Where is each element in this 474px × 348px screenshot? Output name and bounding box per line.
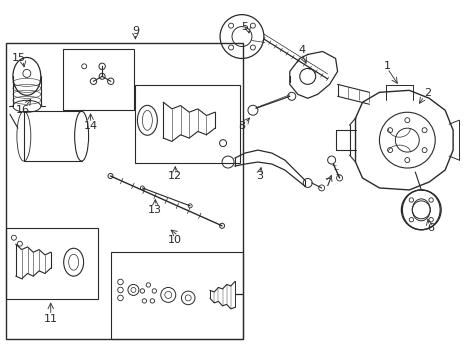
Text: 2: 2 bbox=[424, 88, 431, 98]
Text: 10: 10 bbox=[168, 235, 182, 245]
Text: 1: 1 bbox=[384, 62, 391, 71]
Bar bbox=[63, 48, 135, 110]
Text: 6: 6 bbox=[428, 223, 435, 233]
Text: 8: 8 bbox=[238, 121, 246, 131]
Text: 13: 13 bbox=[148, 205, 162, 215]
Text: 12: 12 bbox=[168, 171, 182, 181]
Text: 7: 7 bbox=[324, 178, 331, 188]
Text: 5: 5 bbox=[241, 22, 248, 32]
Bar bbox=[6, 228, 98, 300]
Bar bbox=[110, 252, 243, 339]
Bar bbox=[136, 85, 240, 163]
Text: 15: 15 bbox=[12, 54, 26, 63]
Text: 16: 16 bbox=[16, 105, 30, 115]
Circle shape bbox=[328, 156, 336, 164]
Text: 4: 4 bbox=[298, 46, 305, 55]
Bar bbox=[6, 42, 243, 339]
Text: 3: 3 bbox=[256, 171, 264, 181]
Text: 14: 14 bbox=[83, 121, 98, 131]
Text: 9: 9 bbox=[132, 25, 139, 35]
Text: 11: 11 bbox=[44, 314, 58, 324]
